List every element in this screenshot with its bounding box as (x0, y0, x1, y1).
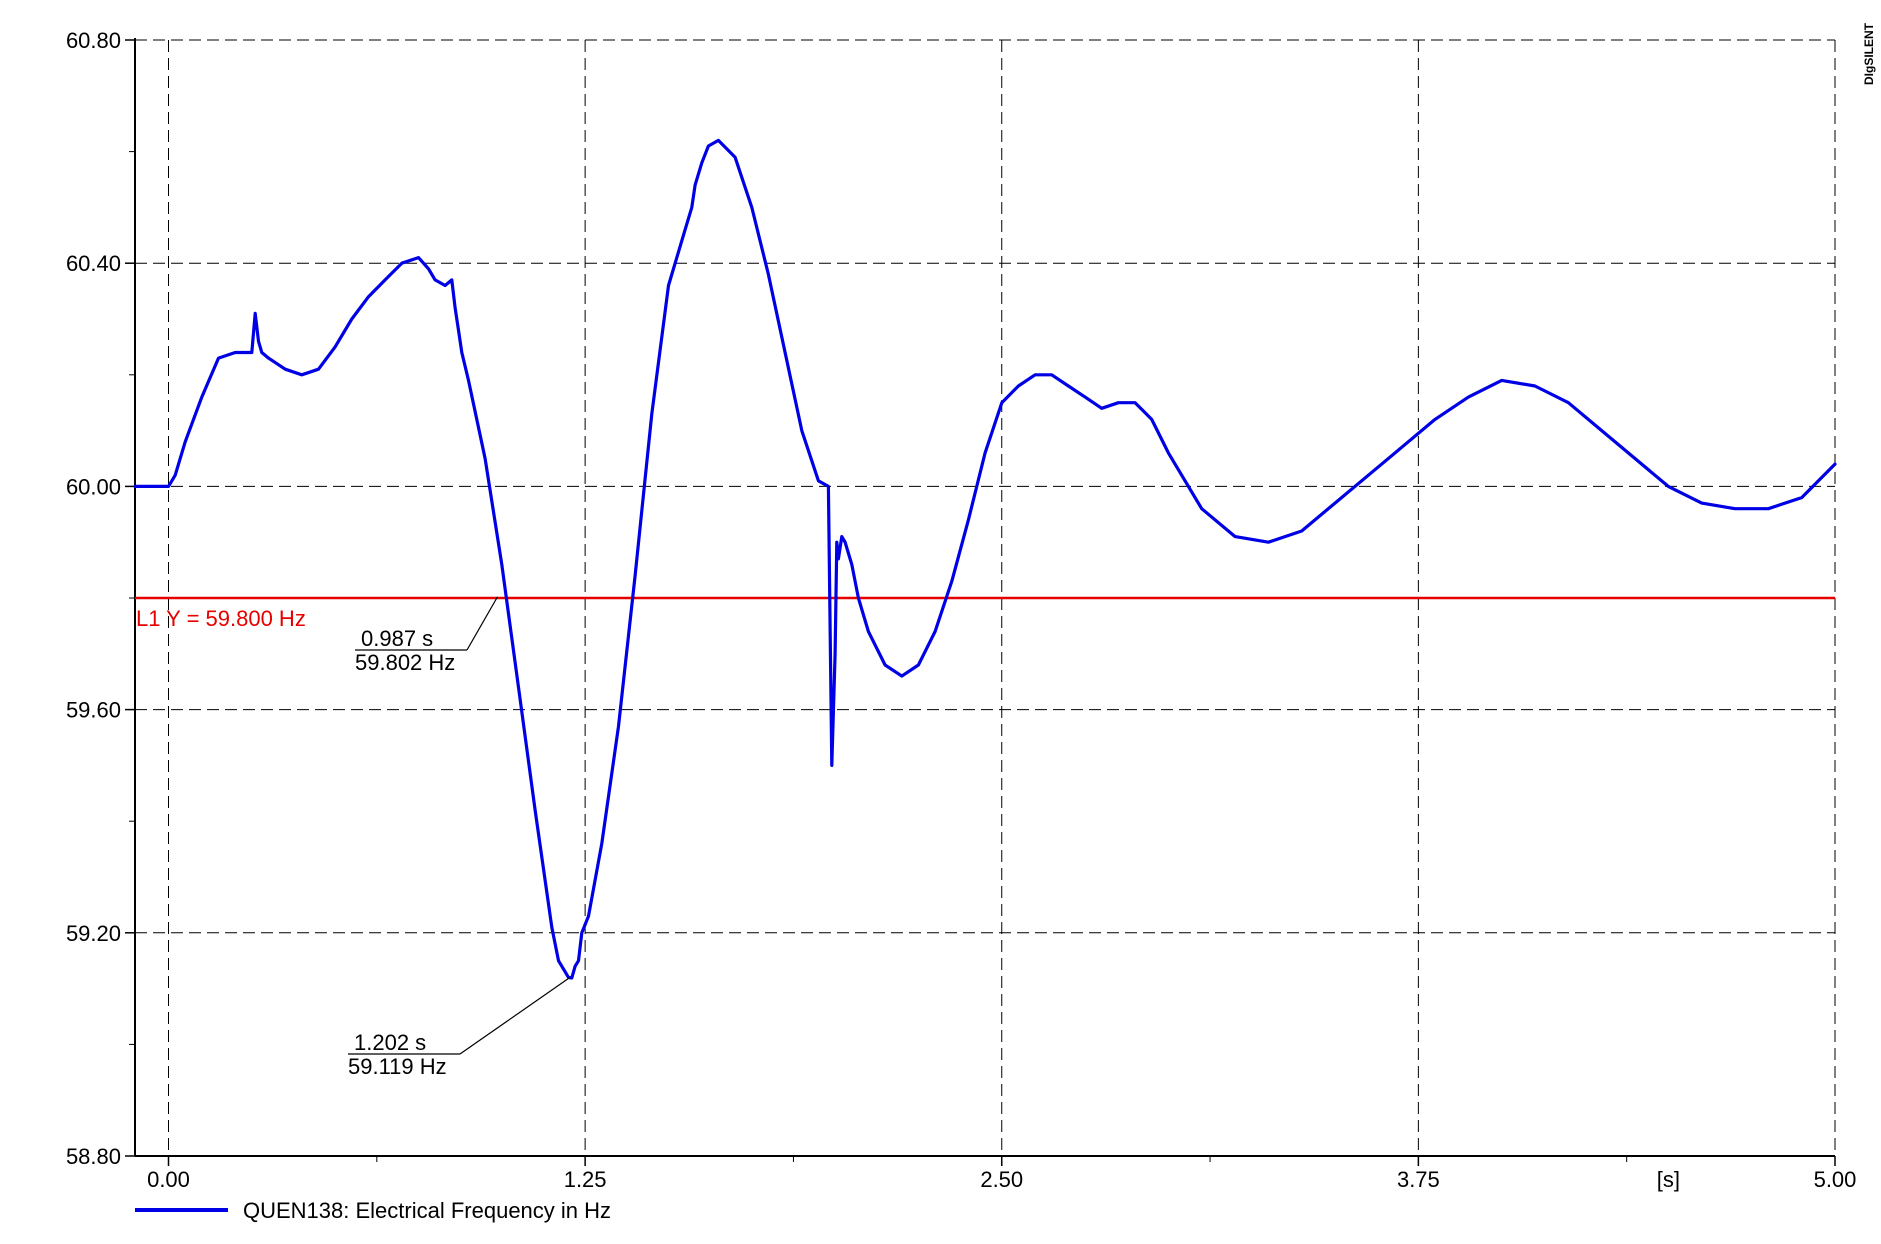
y-tick-label: 59.60 (66, 698, 121, 723)
x-tick-label: 1.25 (564, 1167, 607, 1192)
reference-line-label: L1 Y = 59.800 Hz (136, 606, 306, 631)
tick-layer: 60.80 60.40 60.00 59.60 59.20 58.80 0.00 1.25 2.… (66, 28, 1856, 1192)
y-tick-label: 59.20 (66, 921, 121, 946)
x-tick-label: 3.75 (1397, 1167, 1440, 1192)
reference-line-layer: L1 Y = 59.800 Hz (135, 596, 1835, 631)
series-line (133, 138, 1837, 980)
y-tick-label: 60.00 (66, 474, 121, 499)
x-unit-label: [s] (1657, 1167, 1680, 1192)
x-tick-label: 2.50 (980, 1167, 1023, 1192)
series-layer (133, 138, 1837, 980)
annotation-time-label: 1.202 s (354, 1030, 426, 1055)
data-point-annotation: 0.987 s59.802 Hz (355, 596, 498, 675)
data-point-annotation: 1.202 s59.119 Hz (348, 977, 570, 1079)
annotation-time-label: 0.987 s (361, 626, 433, 651)
annotation-value-label: 59.802 Hz (355, 650, 455, 675)
y-tick-label: 60.80 (66, 28, 121, 53)
annotation-leader-line (459, 977, 570, 1055)
x-tick-label: 5.00 (1814, 1167, 1857, 1192)
y-tick-label: 58.80 (66, 1144, 121, 1169)
watermark-text: DIgSILENT (1862, 22, 1876, 85)
legend-label: QUEN138: Electrical Frequency in Hz (243, 1198, 611, 1223)
x-tick-label: 0.00 (147, 1167, 190, 1192)
legend: QUEN138: Electrical Frequency in Hz (135, 1198, 611, 1223)
annotation-layer: 0.987 s59.802 Hz 1.202 s59.119 Hz (348, 596, 570, 1079)
y-tick-label: 60.40 (66, 251, 121, 276)
watermark: DIgSILENT (1862, 22, 1876, 85)
annotation-leader-line (466, 596, 498, 651)
annotation-value-label: 59.119 Hz (348, 1054, 447, 1079)
